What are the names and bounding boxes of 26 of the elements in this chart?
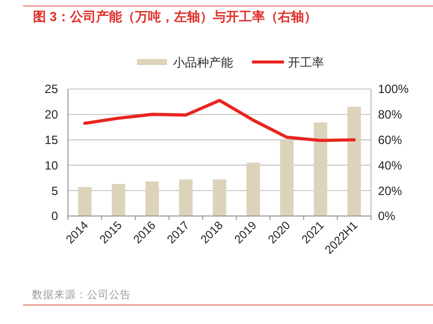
bar [112, 184, 126, 216]
y-tick-label: 5 [51, 184, 58, 198]
bar [212, 179, 226, 216]
y2-tick-label: 0% [378, 209, 396, 224]
source-note: 数据来源：公司公告 [32, 288, 131, 301]
bar [78, 187, 92, 216]
y-tick-label: 15 [44, 133, 58, 147]
y2-tick-label: 40% [378, 158, 402, 172]
bar [179, 179, 193, 216]
bar [246, 162, 260, 216]
bar [347, 106, 361, 216]
bar [314, 122, 328, 216]
y2-tick-label: 60% [378, 133, 402, 147]
y-tick-label: 20 [44, 108, 58, 122]
y-tick-label: 25 [44, 82, 58, 96]
line-series [83, 98, 356, 142]
legend-label: 小品种产能 [173, 56, 233, 70]
y2-tick-label: 80% [378, 108, 402, 122]
legend-label: 开工率 [288, 56, 324, 70]
y2-tick-label: 20% [378, 184, 402, 198]
bar [145, 181, 159, 216]
y-tick-label: 0 [51, 209, 58, 224]
y2-tick-label: 100% [378, 82, 410, 96]
y-tick-label: 10 [44, 158, 58, 172]
chart-title: 图 3：公司产能（万吨，左轴）与开工率（右轴） [33, 9, 317, 24]
bar [280, 140, 294, 216]
